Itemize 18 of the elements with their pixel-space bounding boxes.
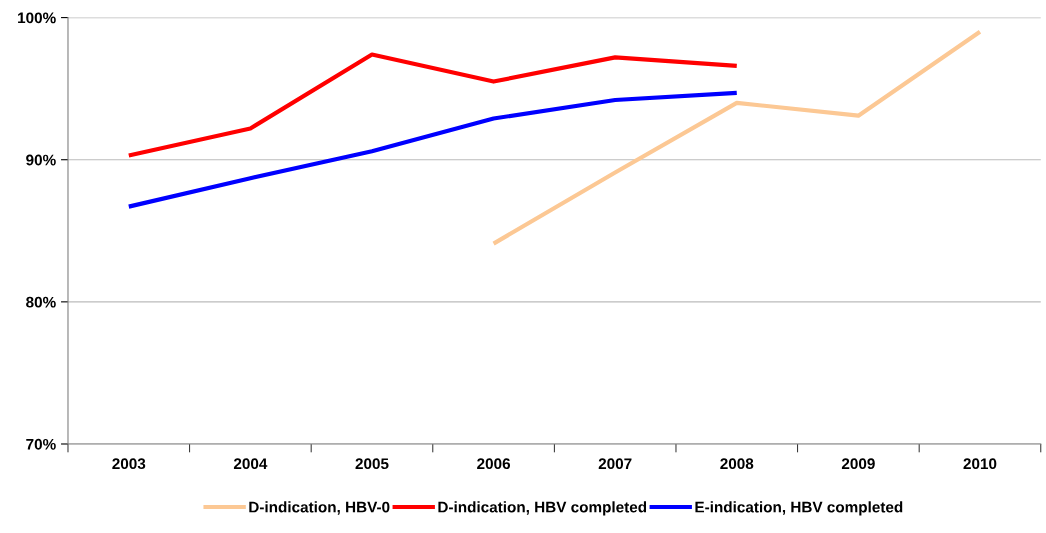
y-tick-label: 80%: [26, 296, 56, 308]
x-tick-label: 2005: [355, 458, 389, 470]
x-tick-label: 2007: [598, 458, 632, 470]
line-series: [491, 29, 983, 246]
x-tick-label: 2006: [477, 458, 511, 470]
x-tick-label: 2008: [720, 458, 754, 470]
y-tick-label: 90%: [26, 154, 56, 166]
legend-label: E-indication, HBV completed: [695, 501, 903, 516]
x-tick-label: 2009: [841, 458, 875, 470]
legend-label: D-indication, HBV-0: [249, 501, 390, 515]
x-tick-label: 2010: [963, 458, 997, 470]
y-tick-label: 70%: [26, 438, 56, 450]
y-tick-label: 100%: [18, 12, 56, 24]
line-series: [126, 90, 739, 209]
x-tick-label: 2004: [233, 458, 268, 470]
x-tick-label: 2003: [112, 458, 146, 470]
legend-label: D-indication, HBV completed: [438, 501, 647, 516]
line-series: [126, 52, 739, 158]
